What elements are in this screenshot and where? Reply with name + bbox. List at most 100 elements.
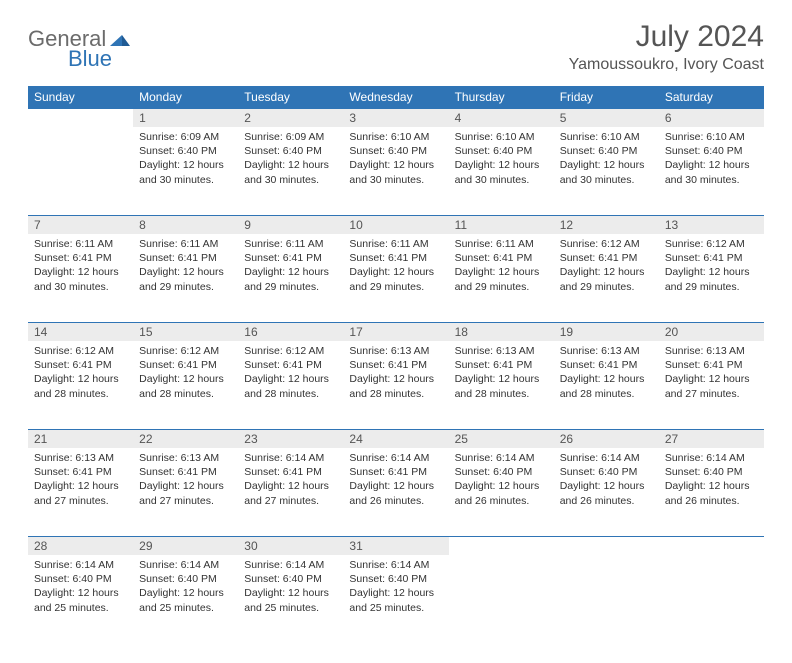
day-number: 11: [449, 215, 554, 234]
sunrise-line: Sunrise: 6:09 AM: [139, 130, 232, 144]
sunset-line: Sunset: 6:41 PM: [34, 358, 127, 372]
sunrise-line: Sunrise: 6:14 AM: [139, 558, 232, 572]
daylight-line: Daylight: 12 hours and 25 minutes.: [349, 586, 442, 614]
daylight-line: Daylight: 12 hours and 27 minutes.: [665, 372, 758, 400]
day-number: 3: [343, 108, 448, 127]
sunset-line: Sunset: 6:41 PM: [665, 251, 758, 265]
daylight-line: Daylight: 12 hours and 30 minutes.: [349, 158, 442, 186]
sunrise-line: Sunrise: 6:10 AM: [455, 130, 548, 144]
daylight-line: Daylight: 12 hours and 29 minutes.: [244, 265, 337, 293]
sunset-line: Sunset: 6:40 PM: [34, 572, 127, 586]
day-number: 31: [343, 536, 448, 555]
day-details: Sunrise: 6:11 AMSunset: 6:41 PMDaylight:…: [343, 234, 448, 300]
logo: GeneralBlue: [28, 20, 130, 72]
title-block: July 2024 Yamoussoukro, Ivory Coast: [569, 20, 764, 74]
sunset-line: Sunset: 6:41 PM: [244, 465, 337, 479]
sunrise-line: Sunrise: 6:12 AM: [665, 237, 758, 251]
logo-mark-icon: [110, 33, 130, 52]
day-cell: Sunrise: 6:12 AMSunset: 6:41 PMDaylight:…: [554, 234, 659, 322]
day-cell: Sunrise: 6:14 AMSunset: 6:40 PMDaylight:…: [238, 555, 343, 643]
day-cell: Sunrise: 6:10 AMSunset: 6:40 PMDaylight:…: [449, 127, 554, 215]
sunset-line: Sunset: 6:40 PM: [244, 572, 337, 586]
sunset-line: Sunset: 6:41 PM: [349, 358, 442, 372]
day-cell: Sunrise: 6:12 AMSunset: 6:41 PMDaylight:…: [238, 341, 343, 429]
empty-day-header: [659, 536, 764, 555]
sunrise-line: Sunrise: 6:14 AM: [349, 451, 442, 465]
empty-cell: [659, 555, 764, 643]
sunset-line: Sunset: 6:41 PM: [455, 358, 548, 372]
sunset-line: Sunset: 6:40 PM: [560, 144, 653, 158]
weekday-header: Wednesday: [343, 86, 448, 108]
sunrise-line: Sunrise: 6:11 AM: [34, 237, 127, 251]
day-details: Sunrise: 6:10 AMSunset: 6:40 PMDaylight:…: [554, 127, 659, 193]
sunset-line: Sunset: 6:41 PM: [34, 465, 127, 479]
sunrise-line: Sunrise: 6:14 AM: [560, 451, 653, 465]
daylight-line: Daylight: 12 hours and 28 minutes.: [349, 372, 442, 400]
daylight-line: Daylight: 12 hours and 25 minutes.: [34, 586, 127, 614]
day-number: 26: [554, 429, 659, 448]
sunset-line: Sunset: 6:40 PM: [139, 144, 232, 158]
month-title: July 2024: [569, 20, 764, 54]
sunset-line: Sunset: 6:41 PM: [244, 358, 337, 372]
day-number: 6: [659, 108, 764, 127]
daylight-line: Daylight: 12 hours and 29 minutes.: [560, 265, 653, 293]
day-details: Sunrise: 6:12 AMSunset: 6:41 PMDaylight:…: [659, 234, 764, 300]
sunrise-line: Sunrise: 6:14 AM: [244, 451, 337, 465]
day-cell: Sunrise: 6:11 AMSunset: 6:41 PMDaylight:…: [343, 234, 448, 322]
day-number: 10: [343, 215, 448, 234]
day-details: Sunrise: 6:14 AMSunset: 6:41 PMDaylight:…: [343, 448, 448, 514]
day-details: Sunrise: 6:11 AMSunset: 6:41 PMDaylight:…: [28, 234, 133, 300]
day-number: 24: [343, 429, 448, 448]
sunset-line: Sunset: 6:40 PM: [665, 144, 758, 158]
empty-day-header: [554, 536, 659, 555]
day-details: Sunrise: 6:14 AMSunset: 6:41 PMDaylight:…: [238, 448, 343, 514]
day-cell: Sunrise: 6:11 AMSunset: 6:41 PMDaylight:…: [28, 234, 133, 322]
sunrise-line: Sunrise: 6:10 AM: [560, 130, 653, 144]
daylight-line: Daylight: 12 hours and 26 minutes.: [349, 479, 442, 507]
day-number: 12: [554, 215, 659, 234]
sunset-line: Sunset: 6:40 PM: [244, 144, 337, 158]
sunrise-line: Sunrise: 6:13 AM: [455, 344, 548, 358]
day-number: 17: [343, 322, 448, 341]
sunrise-line: Sunrise: 6:11 AM: [349, 237, 442, 251]
day-details: Sunrise: 6:13 AMSunset: 6:41 PMDaylight:…: [133, 448, 238, 514]
daylight-line: Daylight: 12 hours and 27 minutes.: [244, 479, 337, 507]
sunrise-line: Sunrise: 6:14 AM: [34, 558, 127, 572]
day-details: Sunrise: 6:14 AMSunset: 6:40 PMDaylight:…: [659, 448, 764, 514]
sunrise-line: Sunrise: 6:13 AM: [560, 344, 653, 358]
day-cell: Sunrise: 6:13 AMSunset: 6:41 PMDaylight:…: [554, 341, 659, 429]
sunset-line: Sunset: 6:41 PM: [349, 251, 442, 265]
sunrise-line: Sunrise: 6:13 AM: [34, 451, 127, 465]
daylight-line: Daylight: 12 hours and 30 minutes.: [244, 158, 337, 186]
sunset-line: Sunset: 6:40 PM: [349, 572, 442, 586]
day-details: Sunrise: 6:14 AMSunset: 6:40 PMDaylight:…: [28, 555, 133, 621]
day-cell: Sunrise: 6:14 AMSunset: 6:41 PMDaylight:…: [238, 448, 343, 536]
sunrise-line: Sunrise: 6:09 AM: [244, 130, 337, 144]
day-cell: Sunrise: 6:09 AMSunset: 6:40 PMDaylight:…: [238, 127, 343, 215]
daylight-line: Daylight: 12 hours and 28 minutes.: [560, 372, 653, 400]
empty-day-header: [28, 108, 133, 127]
day-number: 22: [133, 429, 238, 448]
day-cell: Sunrise: 6:14 AMSunset: 6:40 PMDaylight:…: [449, 448, 554, 536]
daylight-line: Daylight: 12 hours and 30 minutes.: [139, 158, 232, 186]
sunset-line: Sunset: 6:41 PM: [665, 358, 758, 372]
sunset-line: Sunset: 6:41 PM: [560, 358, 653, 372]
day-details: Sunrise: 6:14 AMSunset: 6:40 PMDaylight:…: [343, 555, 448, 621]
sunset-line: Sunset: 6:41 PM: [349, 465, 442, 479]
sunrise-line: Sunrise: 6:12 AM: [244, 344, 337, 358]
weekday-header: Tuesday: [238, 86, 343, 108]
daylight-line: Daylight: 12 hours and 26 minutes.: [665, 479, 758, 507]
daylight-line: Daylight: 12 hours and 27 minutes.: [34, 479, 127, 507]
sunset-line: Sunset: 6:40 PM: [455, 465, 548, 479]
day-number: 15: [133, 322, 238, 341]
day-details: Sunrise: 6:09 AMSunset: 6:40 PMDaylight:…: [133, 127, 238, 193]
sunrise-line: Sunrise: 6:14 AM: [349, 558, 442, 572]
sunset-line: Sunset: 6:41 PM: [244, 251, 337, 265]
daylight-line: Daylight: 12 hours and 29 minutes.: [665, 265, 758, 293]
day-details: Sunrise: 6:12 AMSunset: 6:41 PMDaylight:…: [554, 234, 659, 300]
sunrise-line: Sunrise: 6:14 AM: [244, 558, 337, 572]
day-details: Sunrise: 6:10 AMSunset: 6:40 PMDaylight:…: [659, 127, 764, 193]
sunset-line: Sunset: 6:40 PM: [560, 465, 653, 479]
day-number: 25: [449, 429, 554, 448]
day-number: 19: [554, 322, 659, 341]
